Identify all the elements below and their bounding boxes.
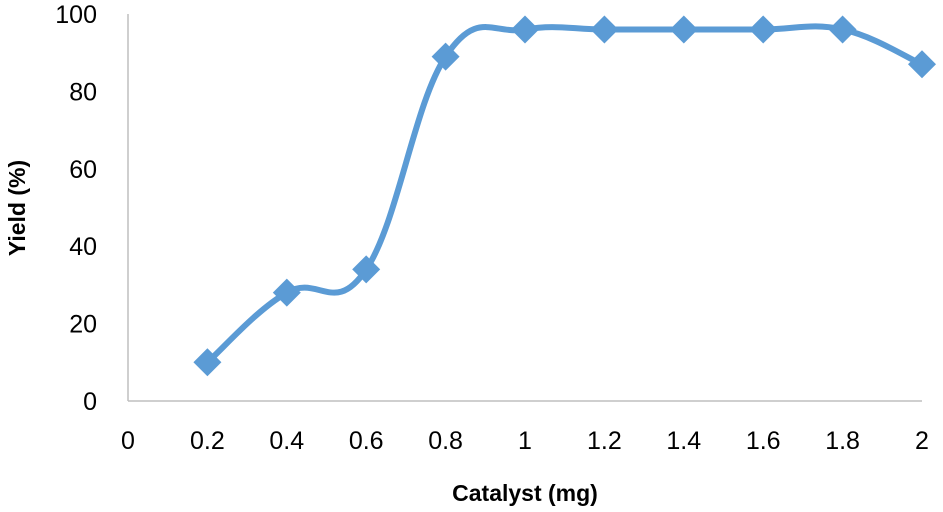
y-tick-label: 60: [69, 156, 97, 184]
axes: [127, 14, 922, 402]
x-tick-label: 0.4: [269, 427, 304, 455]
x-axis-title: Catalyst (mg): [452, 480, 598, 506]
series-line: [204, 23, 925, 366]
x-tick-label: 1.8: [825, 427, 860, 455]
data-point-marker: [828, 15, 857, 44]
y-tick-label: 80: [69, 78, 97, 106]
x-tick-label: 1: [518, 427, 532, 455]
series-markers: [193, 15, 936, 377]
y-tick-label: 100: [55, 1, 97, 29]
y-tick-label: 20: [69, 311, 97, 339]
data-point-marker: [272, 278, 301, 307]
data-point-marker: [193, 348, 222, 377]
x-tick-label: 0: [121, 427, 135, 455]
x-tick-label: 1.4: [666, 427, 701, 455]
x-tick-label: 2: [915, 427, 929, 455]
data-point-marker: [352, 255, 381, 284]
x-tick-label: 0.6: [349, 427, 384, 455]
data-point-marker: [749, 15, 778, 44]
data-point-marker: [590, 15, 619, 44]
data-point-marker: [908, 50, 936, 79]
x-tick-label: 0.2: [190, 427, 225, 455]
y-tick-labels: 0 20 40 60 80 100: [55, 1, 97, 416]
x-tick-label: 0.8: [428, 427, 463, 455]
x-tick-label: 1.2: [587, 427, 622, 455]
data-point-marker: [431, 42, 460, 71]
data-point-marker: [511, 15, 539, 44]
x-tick-labels: 0 0.2 0.4 0.6 0.8 1 1.2 1.4 1.6 1.8 2: [121, 427, 929, 455]
x-tick-label: 1.6: [746, 427, 781, 455]
y-axis-title: Yield (%): [4, 160, 30, 256]
data-point-marker: [669, 15, 698, 44]
y-tick-label: 0: [83, 388, 97, 416]
y-tick-label: 40: [69, 233, 97, 261]
